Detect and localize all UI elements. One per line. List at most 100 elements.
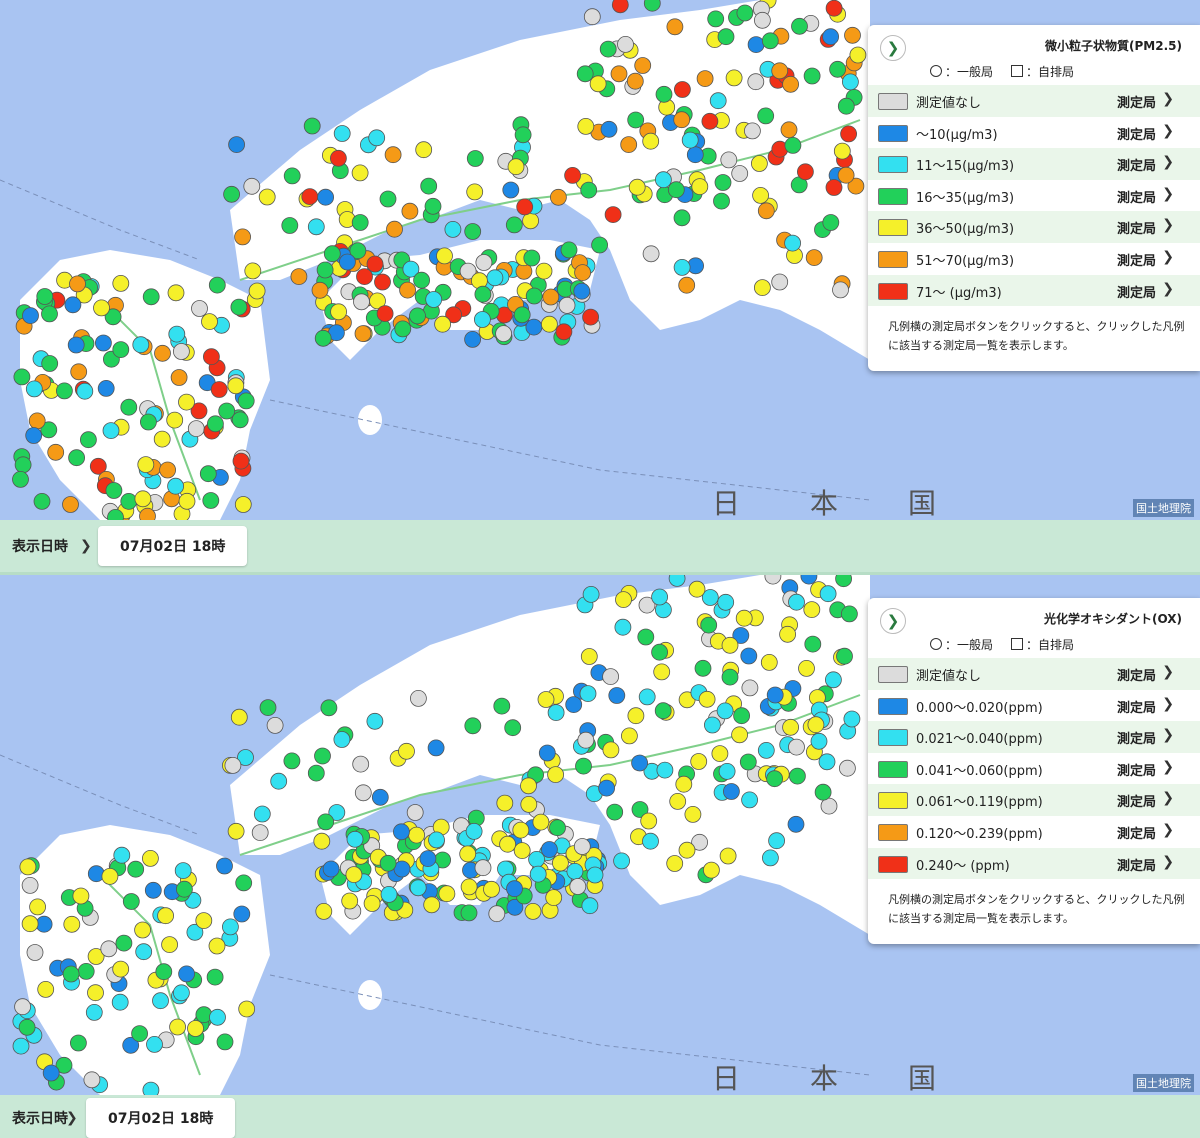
station-marker[interactable] [751, 155, 768, 172]
station-marker[interactable] [779, 625, 796, 643]
station-marker[interactable] [406, 804, 424, 821]
station-marker[interactable] [234, 228, 252, 246]
station-marker[interactable] [41, 305, 58, 323]
station-marker[interactable] [134, 921, 152, 939]
station-marker[interactable] [483, 880, 500, 898]
station-marker[interactable] [768, 832, 785, 850]
station-marker[interactable] [132, 336, 150, 354]
station-marker[interactable] [617, 36, 634, 53]
station-marker[interactable] [243, 177, 261, 195]
station-marker[interactable] [315, 902, 333, 920]
station-marker[interactable] [825, 671, 842, 689]
station-marker[interactable] [87, 984, 104, 1002]
station-marker[interactable] [112, 341, 130, 359]
station-marker[interactable] [368, 129, 386, 147]
station-marker[interactable] [137, 456, 155, 474]
station-marker[interactable] [399, 281, 417, 299]
station-marker[interactable] [202, 492, 220, 509]
station-marker[interactable] [577, 731, 595, 749]
legend-toggle-chevron-icon[interactable]: ❯ [880, 35, 906, 61]
station-list-button[interactable]: 測定局 [1116, 732, 1156, 748]
station-marker[interactable] [459, 262, 477, 280]
station-marker[interactable] [97, 379, 115, 397]
station-marker[interactable] [413, 271, 431, 289]
station-marker[interactable] [346, 830, 364, 848]
station-marker[interactable] [844, 26, 861, 44]
station-marker[interactable] [253, 805, 271, 823]
station-marker[interactable] [654, 702, 672, 720]
station-marker[interactable] [313, 832, 331, 850]
station-marker[interactable] [599, 40, 617, 58]
station-marker[interactable] [301, 188, 319, 206]
station-marker[interactable] [167, 284, 185, 302]
station-marker[interactable] [535, 262, 553, 280]
station-marker[interactable] [191, 300, 208, 317]
station-marker[interactable] [333, 731, 351, 748]
station-marker[interactable] [847, 177, 865, 195]
chevron-right-icon[interactable]: ❯ [1162, 664, 1174, 680]
station-list-button[interactable]: 測定局 [1116, 763, 1156, 779]
station-marker[interactable] [849, 46, 867, 64]
station-marker[interactable] [549, 819, 566, 837]
station-marker[interactable] [725, 69, 743, 87]
station-marker[interactable] [474, 859, 492, 877]
station-marker[interactable] [499, 835, 517, 853]
station-marker[interactable] [465, 822, 483, 840]
station-marker[interactable] [822, 214, 840, 231]
station-marker[interactable] [374, 273, 391, 291]
station-marker[interactable] [757, 107, 775, 125]
station-list-button[interactable]: 測定局 [1116, 285, 1156, 301]
station-marker[interactable] [667, 181, 685, 199]
station-marker[interactable] [317, 813, 335, 831]
ox-map[interactable]: 日本国 国土地理院 [0, 575, 1200, 1095]
station-marker[interactable] [251, 824, 269, 842]
station-marker[interactable] [89, 457, 107, 475]
chevron-right-icon[interactable]: ❯ [1162, 185, 1174, 202]
station-marker[interactable] [62, 496, 79, 513]
station-marker[interactable] [620, 136, 638, 154]
station-marker[interactable] [232, 452, 250, 470]
station-marker[interactable] [69, 275, 86, 293]
station-marker[interactable] [642, 245, 660, 263]
station-marker[interactable] [720, 151, 738, 169]
station-marker[interactable] [825, 0, 843, 17]
station-marker[interactable] [582, 585, 600, 603]
station-marker[interactable] [423, 896, 441, 914]
station-marker[interactable] [237, 392, 255, 410]
station-marker[interactable] [810, 732, 828, 750]
station-marker[interactable] [608, 687, 626, 704]
station-marker[interactable] [166, 411, 184, 429]
station-marker[interactable] [168, 325, 186, 343]
station-marker[interactable] [520, 795, 538, 813]
station-marker[interactable] [238, 1000, 256, 1018]
station-marker[interactable] [228, 136, 246, 154]
station-marker[interactable] [202, 348, 220, 366]
station-marker[interactable] [841, 605, 858, 623]
chevron-right-icon[interactable]: ❯ [1162, 91, 1174, 107]
station-marker[interactable] [316, 261, 334, 279]
station-marker[interactable] [782, 718, 799, 736]
station-marker[interactable] [172, 343, 190, 360]
map-credit[interactable]: 国土地理院 [1133, 499, 1194, 517]
station-marker[interactable] [591, 236, 608, 254]
station-marker[interactable] [338, 253, 356, 271]
station-marker[interactable] [444, 220, 462, 238]
chevron-right-icon[interactable]: ❯ [1162, 821, 1174, 838]
station-marker[interactable] [721, 668, 739, 686]
station-list-button[interactable]: 測定局 [1116, 253, 1156, 269]
station-marker[interactable] [64, 296, 82, 314]
station-marker[interactable] [493, 697, 511, 715]
station-marker[interactable] [12, 470, 29, 488]
station-marker[interactable] [474, 285, 492, 303]
station-marker[interactable] [107, 509, 124, 520]
time-value[interactable]: 07月02日 18時 [98, 526, 248, 566]
station-marker[interactable] [837, 166, 855, 184]
station-marker[interactable] [21, 915, 39, 933]
station-marker[interactable] [666, 18, 684, 36]
station-marker[interactable] [684, 805, 702, 823]
station-marker[interactable] [691, 833, 708, 851]
station-marker[interactable] [704, 716, 721, 734]
station-marker[interactable] [392, 823, 410, 841]
station-marker[interactable] [175, 880, 193, 898]
station-marker[interactable] [739, 753, 757, 771]
